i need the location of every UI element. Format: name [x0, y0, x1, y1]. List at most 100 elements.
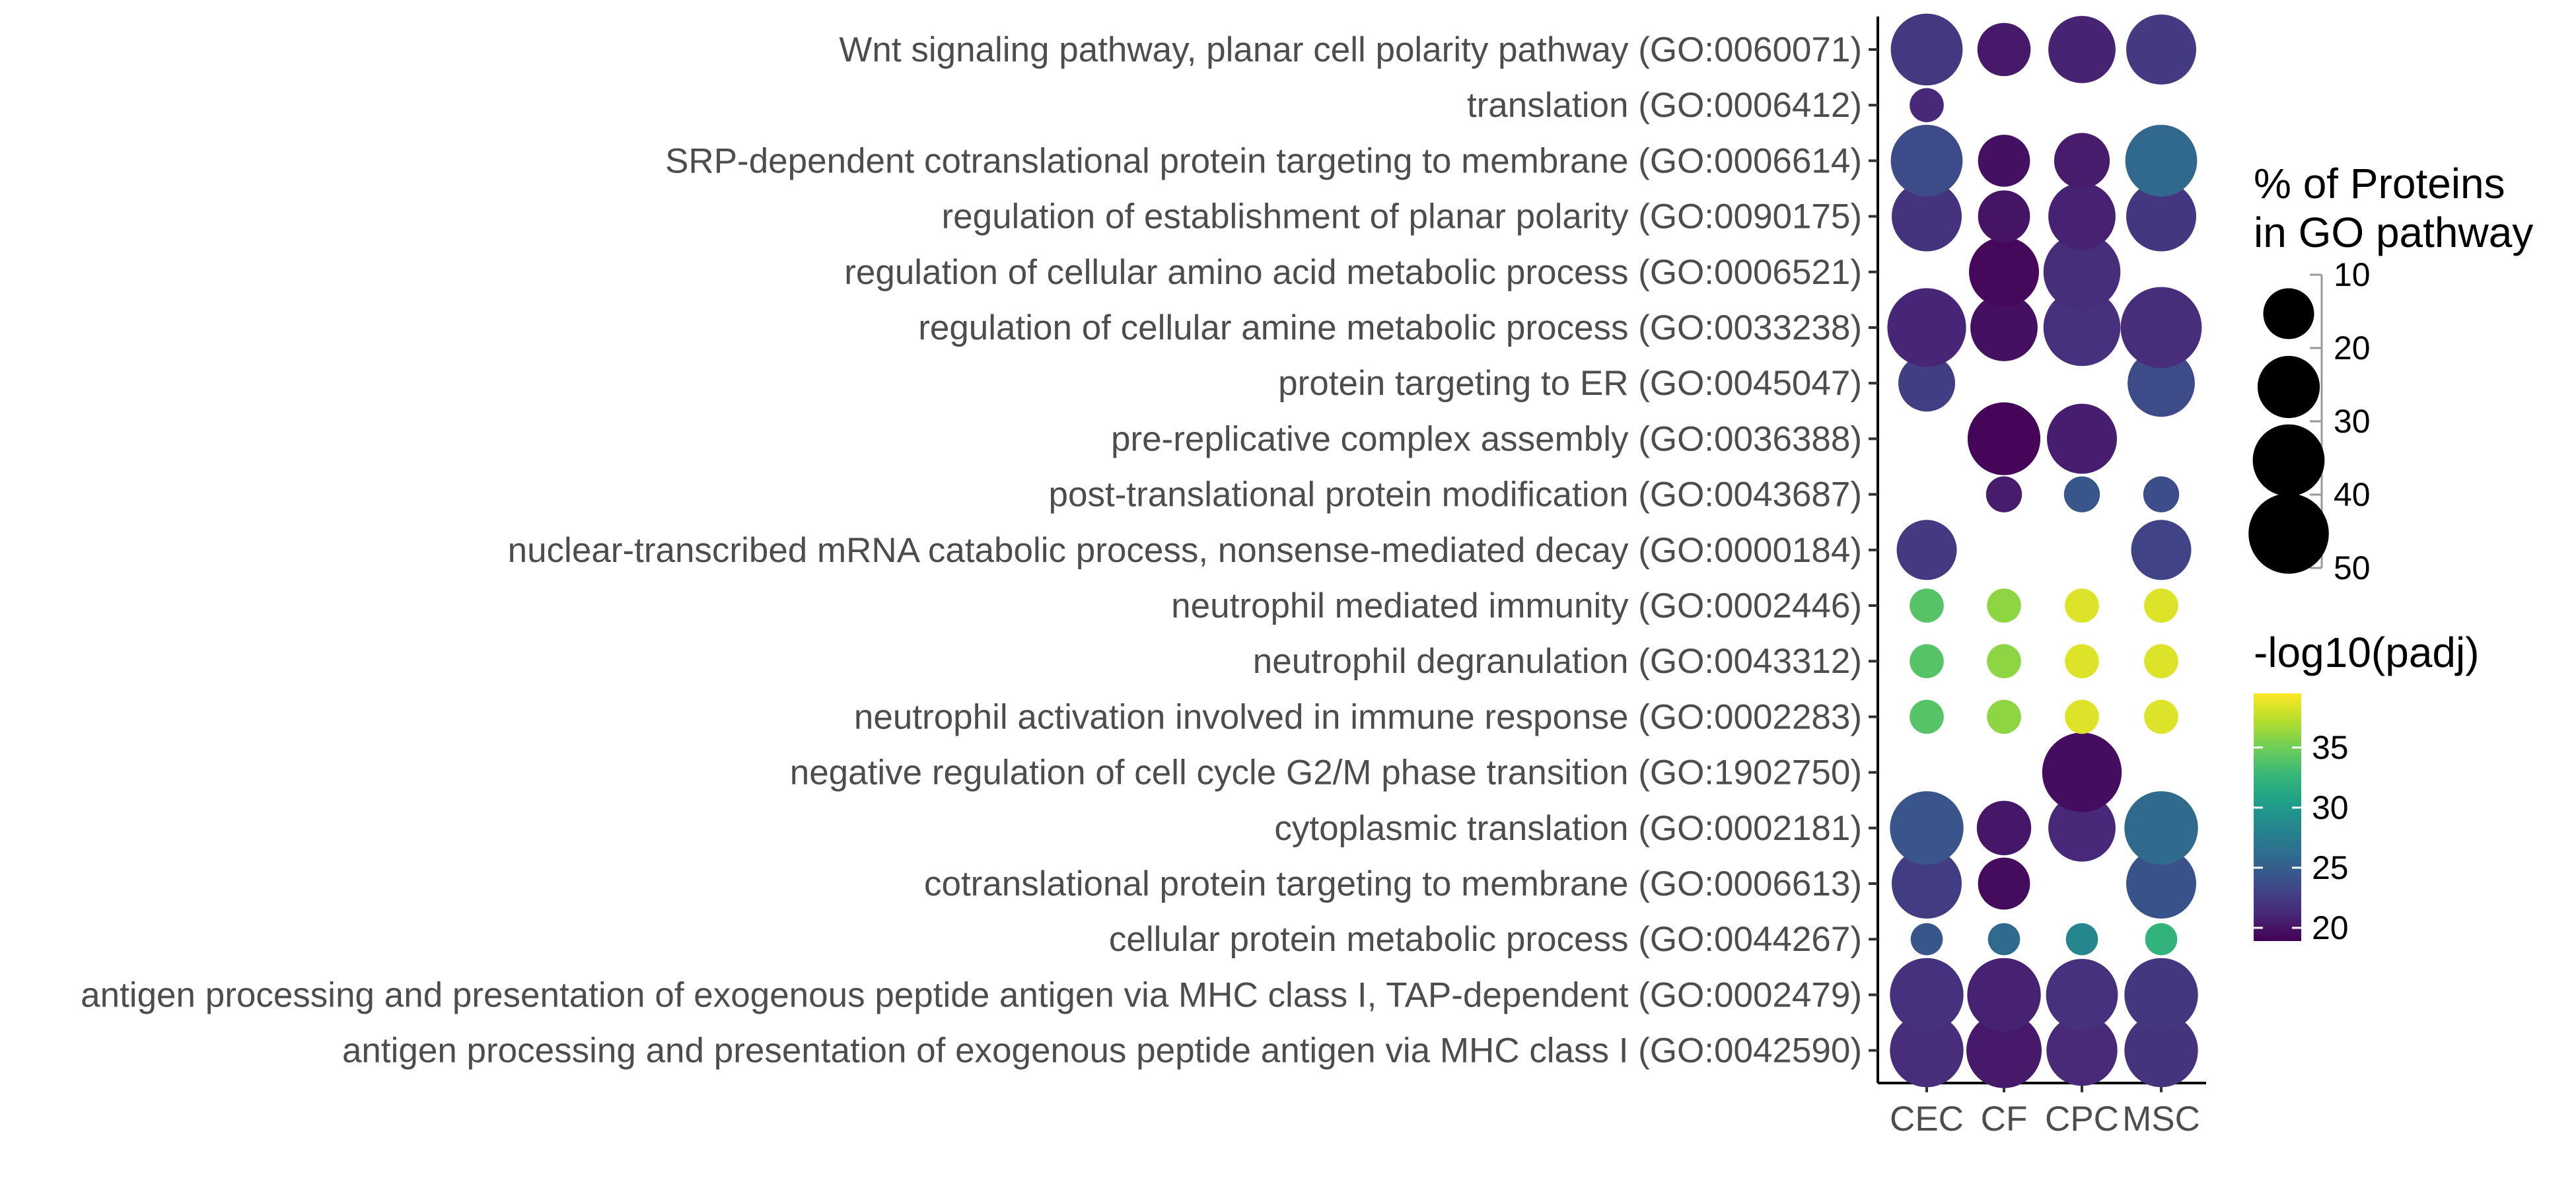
data-point	[1970, 294, 2038, 361]
data-point	[1986, 476, 2022, 512]
y-tick-label: neutrophil activation involved in immune…	[854, 697, 1862, 736]
data-point	[2126, 15, 2196, 85]
data-point	[1892, 849, 1962, 919]
y-tick-label: nuclear-transcribed mRNA catabolic proce…	[508, 531, 1862, 570]
size-legend-title: in GO pathway	[2254, 209, 2533, 256]
data-point	[1892, 181, 1962, 252]
data-point	[2144, 699, 2178, 734]
y-tick-label: cellular protein metabolic process (GO:0…	[1109, 920, 1862, 959]
y-tick-label: antigen processing and presentation of e…	[342, 1032, 1862, 1070]
data-point	[2120, 287, 2202, 368]
data-point	[2042, 732, 2122, 812]
data-point	[1967, 958, 2041, 1032]
data-point	[2124, 958, 2198, 1032]
data-point	[2144, 644, 2178, 678]
data-point	[1987, 644, 2021, 678]
y-tick-label: regulation of cellular amino acid metabo…	[844, 253, 1862, 292]
data-point	[2047, 403, 2117, 474]
x-tick-label: CEC	[1890, 1100, 1964, 1139]
size-legend-key	[2263, 288, 2314, 339]
size-legend-title: % of Proteins	[2254, 160, 2505, 207]
data-point	[2048, 16, 2116, 83]
data-point	[1910, 588, 1944, 623]
data-point	[1890, 958, 1964, 1032]
data-point	[1977, 22, 2031, 77]
data-point	[2128, 349, 2195, 417]
data-point	[1890, 125, 1963, 197]
data-point	[2144, 588, 2178, 623]
data-point	[2145, 923, 2178, 956]
y-tick-label: neutrophil mediated immunity (GO:0002446…	[1171, 586, 1862, 625]
data-point	[1890, 791, 1964, 865]
data-point	[2124, 791, 2198, 865]
colorbar-label: 25	[2312, 849, 2349, 886]
data-point	[1910, 88, 1944, 122]
y-tick-label: regulation of establishment of planar po…	[941, 197, 1862, 236]
color-legend-title: -log10(padj)	[2254, 629, 2480, 676]
data-point	[2043, 289, 2121, 367]
size-legend-label: 10	[2334, 256, 2371, 293]
data-point	[1987, 923, 2021, 956]
data-point	[2065, 923, 2098, 956]
data-point	[2126, 849, 2196, 919]
data-point	[1910, 699, 1944, 734]
size-legend-label: 20	[2334, 330, 2371, 367]
data-point	[1890, 1013, 1964, 1088]
data-point	[2125, 125, 2198, 197]
data-point	[2046, 959, 2118, 1031]
data-point	[1887, 288, 1966, 367]
data-point	[2048, 182, 2116, 250]
size-legend-key	[2257, 355, 2320, 419]
y-tick-label: cotranslational protein targeting to mem…	[924, 864, 1862, 903]
x-tick-label: MSC	[2122, 1100, 2200, 1139]
plot-panel: antigen processing and presentation of e…	[81, 13, 2206, 1139]
data-point	[1969, 236, 2039, 307]
data-point	[2131, 520, 2192, 580]
colorbar-label: 20	[2312, 909, 2349, 946]
data-point	[1967, 402, 2041, 475]
data-point	[2048, 794, 2116, 862]
data-point	[1976, 800, 2032, 856]
size-legend-key	[2252, 424, 2325, 497]
data-point	[1987, 588, 2021, 623]
data-point	[1910, 923, 1943, 956]
colorbar	[2254, 693, 2301, 941]
y-tick-label: translation (GO:0006412)	[1467, 86, 1862, 125]
data-point	[2054, 133, 2110, 189]
data-point	[2126, 181, 2196, 252]
data-point	[1978, 857, 2030, 910]
data-point	[2046, 1014, 2118, 1086]
data-point	[2063, 476, 2100, 512]
colorbar-label: 35	[2312, 729, 2349, 766]
y-tick-label: antigen processing and presentation of e…	[81, 975, 1862, 1014]
size-legend-label: 30	[2334, 403, 2371, 440]
x-tick-label: CF	[1981, 1100, 2028, 1139]
y-tick-label: protein targeting to ER (GO:0045047)	[1278, 364, 1862, 403]
y-tick-label: neutrophil degranulation (GO:0043312)	[1253, 642, 1862, 681]
size-legend-label: 50	[2334, 549, 2371, 586]
y-tick-label: pre-replicative complex assembly (GO:003…	[1111, 419, 1862, 458]
y-tick-label: SRP-dependent cotranslational protein ta…	[665, 141, 1862, 180]
data-point	[2065, 699, 2099, 734]
data-point	[1890, 13, 1963, 86]
y-tick-label: post-translational protein modification …	[1049, 475, 1862, 514]
colorbar-label: 30	[2312, 789, 2349, 826]
y-tick-label: cytoplasmic translation (GO:0002181)	[1274, 809, 1862, 848]
data-point	[1896, 520, 1957, 580]
data-point	[1987, 699, 2021, 734]
x-tick-label: CPC	[2045, 1100, 2119, 1139]
data-point	[1898, 355, 1955, 412]
data-point	[1978, 190, 2030, 242]
y-tick-label: Wnt signaling pathway, planar cell polar…	[839, 30, 1862, 69]
data-point	[2043, 233, 2121, 311]
data-point	[2143, 476, 2180, 512]
y-tick-label: negative regulation of cell cycle G2/M p…	[790, 754, 1862, 792]
data-point	[2065, 644, 2099, 678]
data-point	[1966, 1012, 2042, 1088]
size-legend-label: 40	[2334, 476, 2371, 513]
data-point	[1978, 135, 2030, 187]
data-point	[1910, 644, 1944, 678]
